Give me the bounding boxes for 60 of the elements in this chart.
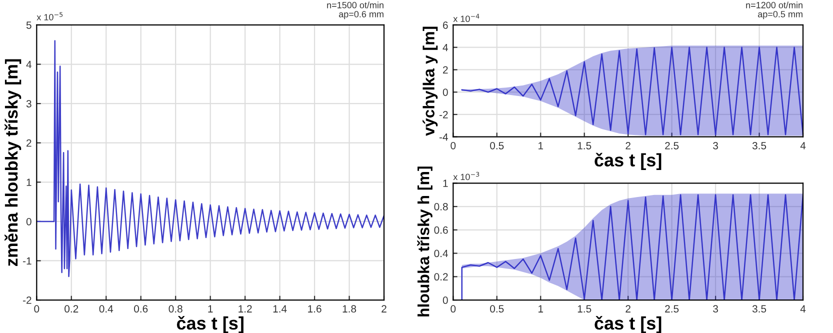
y-tick-label: 0.4 — [434, 250, 448, 258]
y-tick-label: 1 — [443, 180, 448, 187]
y-tick-label: 0.6 — [434, 226, 448, 234]
text: n=1500 ot/min ap=0.6 mm — [327, 2, 384, 20]
y-tick-label: -4 — [439, 133, 448, 141]
x-tick-label: 0.6 — [134, 305, 148, 313]
x-tick-label: 0 — [450, 305, 456, 313]
y-tick-label: 0.8 — [434, 203, 448, 210]
x-tick-label: 1 — [538, 142, 544, 150]
x-tick-label: 0.8 — [168, 305, 182, 313]
y-tick-label: 0.2 — [434, 273, 448, 281]
y-tick-label: 0 — [26, 218, 32, 226]
x-tick-label: 0.5 — [490, 142, 504, 150]
x-tick-label: 0 — [34, 305, 40, 313]
x-tick-label: 4 — [800, 142, 806, 150]
x-axis-title: čas t [s] — [176, 316, 244, 333]
text: n=1200 ot/min ap=0.5 mm — [746, 2, 802, 20]
line-series — [36, 40, 384, 278]
x-tick-label: 2.5 — [665, 142, 679, 150]
x-tick-label: 4 — [800, 305, 806, 312]
y-tick-label: 2 — [443, 66, 448, 74]
x-tick-label: 0 — [450, 142, 456, 150]
x-axis-title: čas t [s] — [594, 152, 662, 170]
y-tick-label: 5 — [26, 22, 32, 29]
y-tick-label: 3 — [26, 100, 32, 108]
y-axis-title: změna hloubky třísky [m] — [4, 59, 22, 266]
x-tick-label: 1.2 — [238, 305, 252, 312]
x-tick-label: 2.5 — [665, 305, 679, 313]
text: x 10$^{−4}$ — [453, 14, 480, 22]
y-axis-title: hloubka třísky h [m] — [417, 166, 432, 316]
x-tick-label: 3.5 — [752, 142, 766, 150]
y-tick-label: 0 — [442, 296, 448, 304]
x-axis-title: čas t [s] — [594, 316, 662, 333]
x-tick-label: 1.6 — [308, 305, 322, 313]
x-tick-label: 1 — [538, 305, 544, 312]
y-tick-label: 4 — [442, 44, 448, 52]
x-tick-label: 1.5 — [578, 305, 592, 313]
x-tick-label: 0.5 — [490, 305, 504, 313]
text: x 10$^{−3}$ — [453, 172, 480, 180]
y-axis-title: výchylka y [m] — [422, 26, 438, 136]
x-tick-label: 3.5 — [752, 305, 766, 313]
x-tick-label: 1.5 — [578, 142, 592, 150]
y-tick-label: -1 — [22, 257, 32, 265]
x-tick-label: 1.8 — [342, 305, 356, 313]
x-tick-label: 3 — [713, 142, 718, 150]
y-tick-label: 0 — [442, 88, 448, 96]
x-tick-label: 3 — [713, 305, 718, 313]
y-tick-label: 6 — [443, 21, 448, 29]
x-tick-label: 1 — [208, 305, 213, 312]
x-tick-label: 0.2 — [64, 305, 78, 313]
x-tick-label: 2 — [382, 305, 386, 312]
y-tick-label: -2 — [22, 296, 32, 304]
y-tick-label: -2 — [439, 110, 448, 118]
y-tick-label: 4 — [26, 60, 32, 68]
text: x 10$^{−5}$ — [36, 12, 63, 20]
x-tick-label: 2 — [626, 142, 630, 150]
y-tick-label: 1 — [26, 178, 32, 186]
x-tick-label: 0.4 — [99, 305, 114, 313]
x-tick-label: 2 — [626, 305, 630, 312]
x-tick-label: 1.4 — [273, 305, 287, 312]
